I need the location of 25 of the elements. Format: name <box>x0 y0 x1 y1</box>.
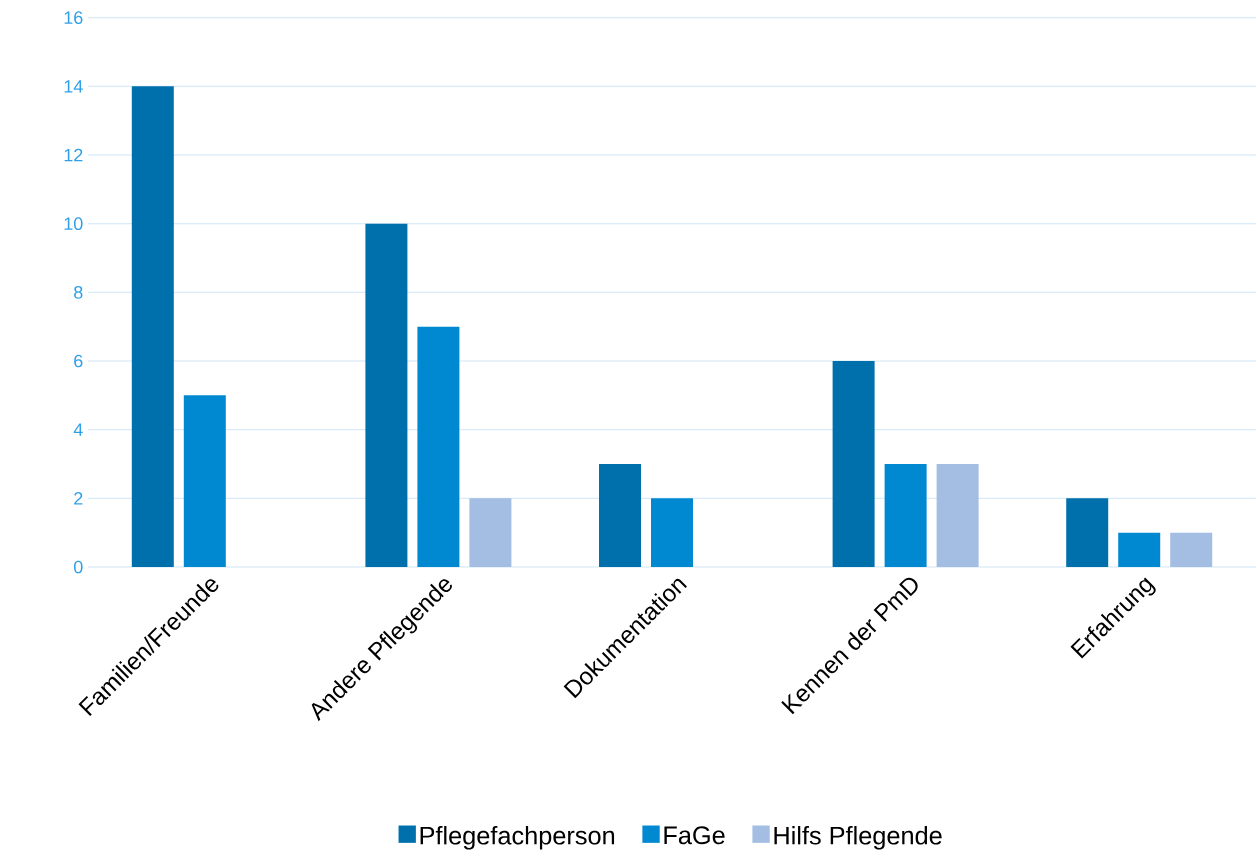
y-tick-label: 4 <box>73 423 83 436</box>
y-tick-label: 6 <box>74 354 83 368</box>
bar <box>183 395 226 567</box>
bar <box>131 86 174 567</box>
bar <box>1066 498 1109 567</box>
bar <box>651 498 694 567</box>
bar <box>1118 532 1161 567</box>
bar <box>599 464 642 567</box>
y-tick-label: 14 <box>64 80 83 93</box>
bar <box>365 223 408 567</box>
bar <box>884 464 927 567</box>
legend-label: Hilfs Pflegende <box>774 826 942 850</box>
y-tick-label: 16 <box>64 11 83 25</box>
y-tick-label: 10 <box>64 217 83 231</box>
y-tick-label: 8 <box>74 285 83 299</box>
bar <box>469 498 512 567</box>
y-tick-label: 2 <box>74 492 83 505</box>
legend-label: FaGe <box>664 826 725 845</box>
y-tick-label: 12 <box>64 148 83 162</box>
bar <box>1170 532 1213 567</box>
y-tick-label: 0 <box>73 560 83 574</box>
bar <box>832 361 875 567</box>
bar <box>936 464 979 567</box>
legend-label: Pflegefachperson <box>420 826 615 850</box>
bar <box>417 326 460 567</box>
